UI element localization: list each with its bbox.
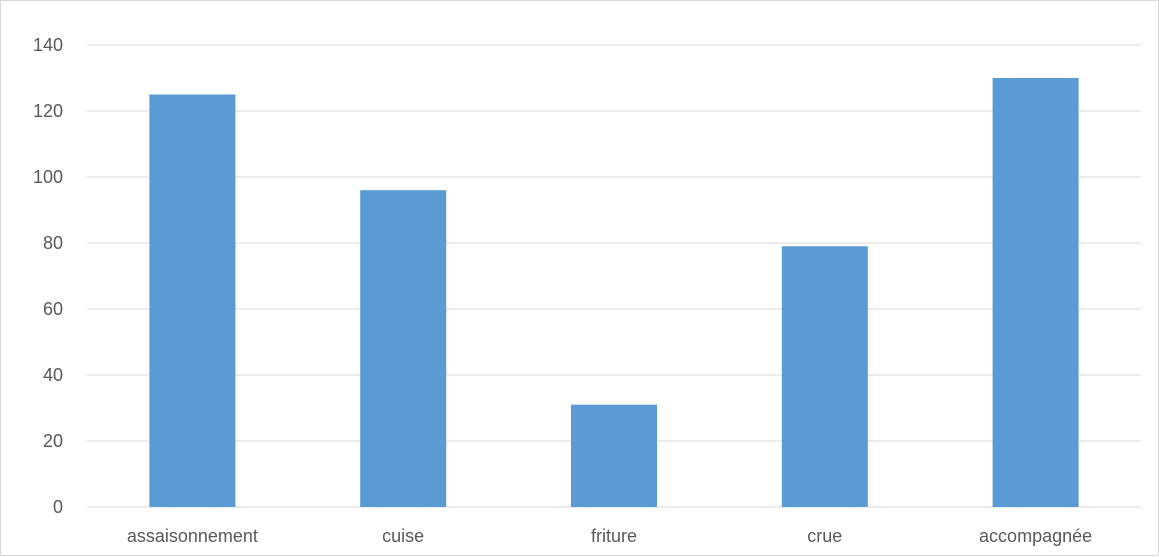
x-category-label: friture (591, 526, 637, 546)
y-tick-label: 140 (33, 35, 63, 55)
x-category-label: cuise (382, 526, 424, 546)
y-tick-label: 20 (43, 431, 63, 451)
x-category-label: assaisonnement (127, 526, 258, 546)
bar-accompagnée (992, 78, 1079, 507)
bar-crue (781, 246, 868, 508)
y-tick-label: 120 (33, 101, 63, 121)
y-axis-tick-labels: 0 20 40 60 80 100 120 140 (33, 35, 63, 517)
y-tick-label: 100 (33, 167, 63, 187)
y-tick-label: 0 (53, 497, 63, 517)
y-tick-label: 60 (43, 299, 63, 319)
y-tick-label: 40 (43, 365, 63, 385)
x-axis-category-labels: assaisonnement cuise friture crue accompagné… (127, 526, 1092, 546)
bar-assaisonnement (149, 94, 236, 507)
y-tick-label: 80 (43, 233, 63, 253)
x-category-label: crue (807, 526, 842, 546)
bar-friture (571, 404, 657, 507)
bars (149, 78, 1079, 508)
bar-cuise (360, 190, 447, 507)
x-category-label: accompagnée (979, 526, 1092, 546)
gridlines (87, 44, 1141, 508)
